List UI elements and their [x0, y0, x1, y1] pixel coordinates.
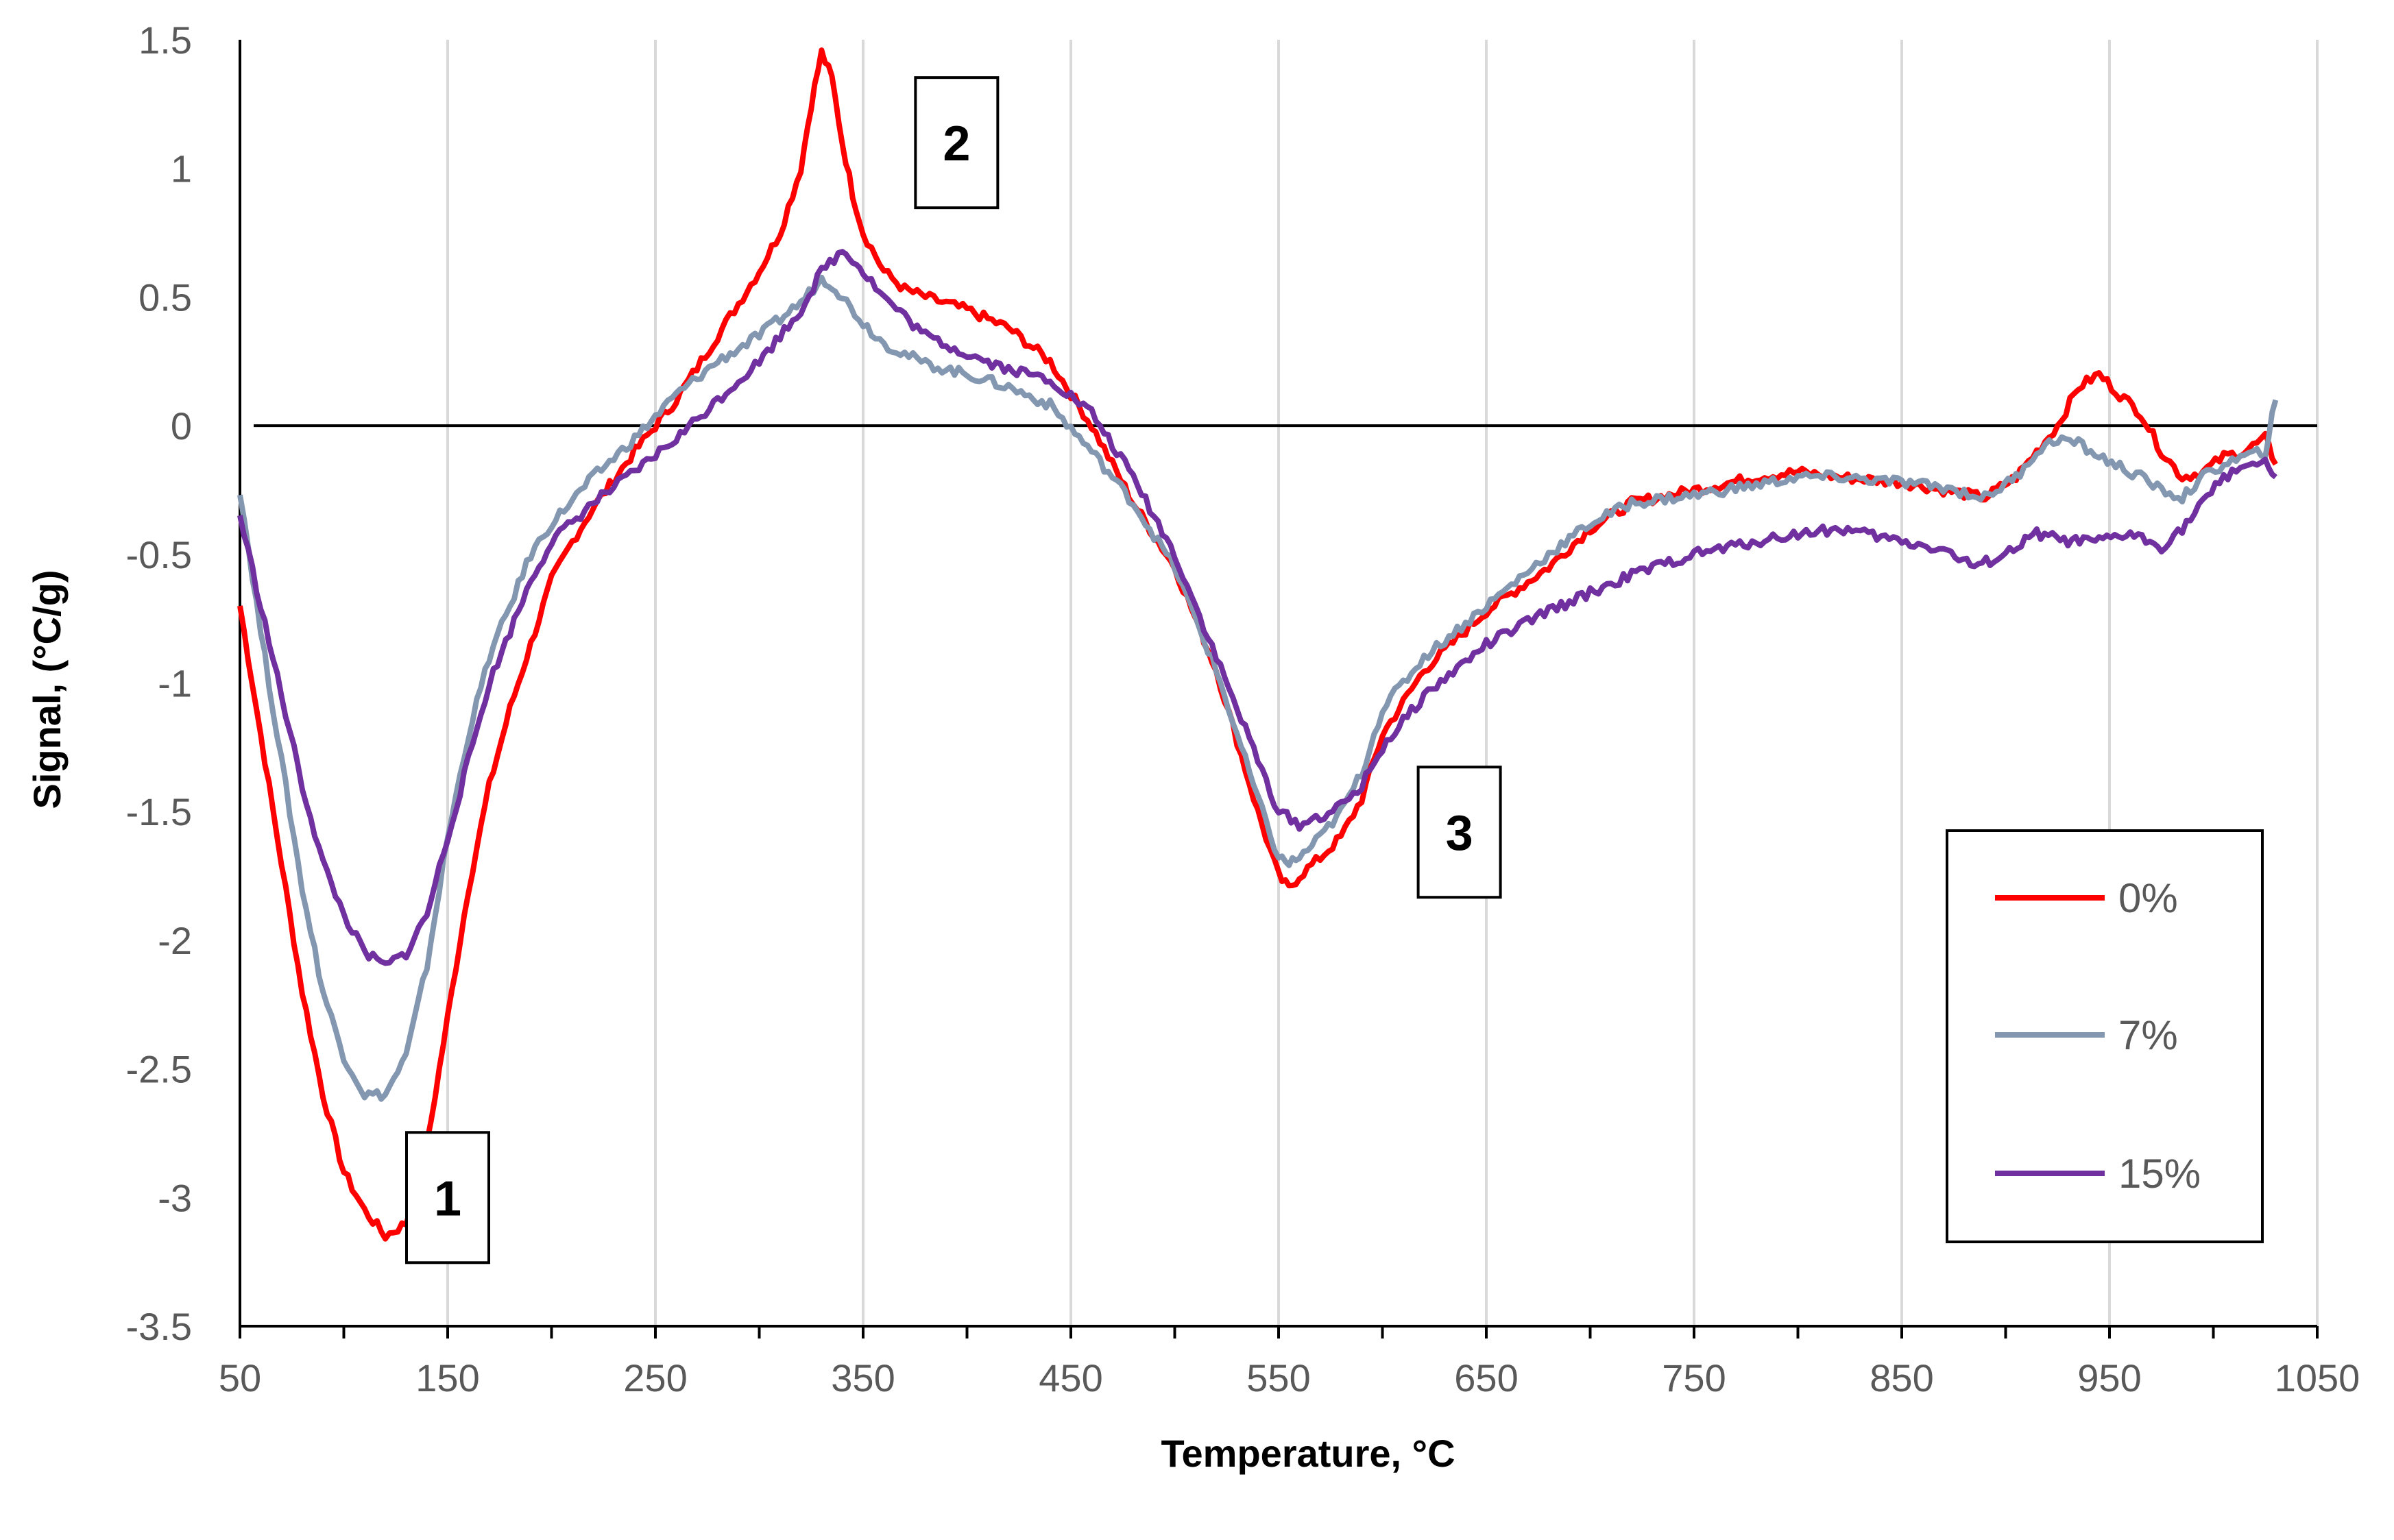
- x-tick-label-450: 450: [1039, 1356, 1102, 1400]
- grid-lines: [446, 40, 2319, 1326]
- y-tick-labels: 1.5 1 0.5 0 -0.5 -1 -1.5 -2 -2.5 -3 -3.5: [126, 19, 193, 1348]
- series-line-1: [237, 274, 2279, 1102]
- y-tick-label-4: -0.5: [126, 533, 193, 576]
- x-tick-label-350: 350: [831, 1356, 895, 1400]
- x-tick-label-750: 750: [1662, 1356, 1726, 1400]
- legend-label-2: 15%: [2118, 1151, 2201, 1197]
- legend-label-0: 0%: [2118, 875, 2178, 921]
- legend-label-1: 7%: [2118, 1012, 2178, 1058]
- x-tick-label-150: 150: [415, 1356, 479, 1400]
- x-tick-label-250: 250: [623, 1356, 687, 1400]
- annotation-label-2: 2: [943, 117, 970, 171]
- y-tick-label-7: -2: [158, 919, 192, 962]
- y-axis-title: Signal, (°C/g): [25, 570, 69, 809]
- annotation-label-3: 3: [1446, 806, 1473, 861]
- x-tick-label-1050: 1050: [2275, 1356, 2360, 1400]
- y-tick-label-10: -3.5: [126, 1305, 193, 1348]
- y-tick-label-8: -2.5: [126, 1048, 193, 1091]
- y-tick-label-3: 0: [171, 404, 192, 448]
- series-line-2: [237, 249, 2277, 966]
- annotation-box-1: [405, 1131, 490, 1264]
- annotation-box-3: [1416, 766, 1502, 899]
- y-tick-label-6: -1.5: [126, 790, 193, 833]
- series-lines: [237, 47, 2279, 1242]
- annotation-label-1: 1: [434, 1171, 461, 1226]
- x-tick-label-950: 950: [2077, 1356, 2141, 1400]
- x-tick-label-550: 550: [1246, 1356, 1310, 1400]
- x-axis-title: Temperature, °C: [1161, 1432, 1455, 1475]
- y-tick-label-0: 1.5: [138, 19, 192, 62]
- legend: 0% 7% 15%: [1946, 829, 2264, 1243]
- x-tick-labels: 50 150 250 350 450 550 650 750 850 950 1050: [219, 1356, 2360, 1400]
- x-tick-label-50: 50: [219, 1356, 261, 1400]
- y-tick-label-1: 1: [171, 147, 192, 191]
- y-tick-label-2: 0.5: [138, 276, 192, 319]
- y-tick-label-5: -1: [158, 662, 192, 705]
- x-tick-label-650: 650: [1454, 1356, 1518, 1400]
- axes: [239, 40, 2319, 1339]
- peak-annotations: 1 2 3: [405, 76, 1502, 1264]
- annotation-box-2: [914, 76, 1000, 210]
- series-line-0: [237, 47, 2278, 1242]
- y-tick-label-9: -3: [158, 1176, 192, 1219]
- x-tick-label-850: 850: [1870, 1356, 1933, 1400]
